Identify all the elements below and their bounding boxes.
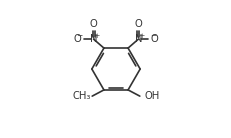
Text: −: −	[149, 33, 156, 39]
Text: O: O	[134, 19, 142, 29]
Text: OH: OH	[144, 91, 159, 101]
Text: O: O	[150, 34, 158, 44]
Text: O: O	[73, 34, 81, 44]
Text: −: −	[76, 33, 82, 39]
Text: N: N	[134, 34, 142, 44]
Text: +: +	[93, 33, 99, 39]
Text: N: N	[89, 34, 97, 44]
Text: CH₃: CH₃	[72, 91, 91, 101]
Text: O: O	[89, 19, 97, 29]
Text: +: +	[137, 33, 144, 39]
